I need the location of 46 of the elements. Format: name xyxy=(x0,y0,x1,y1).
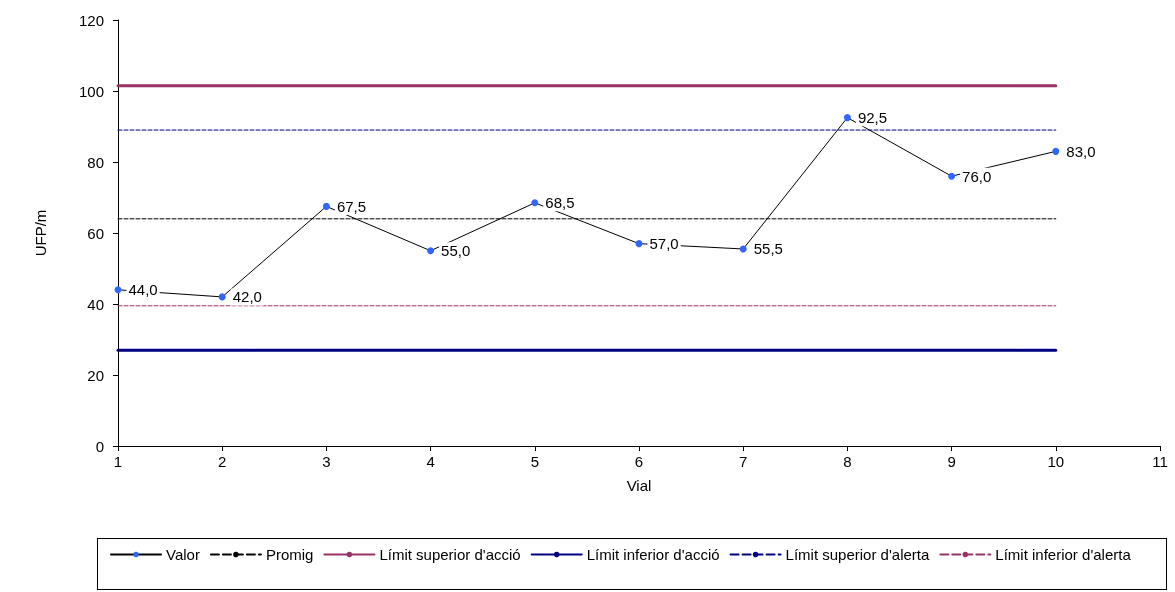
x-axis-title: Vial xyxy=(626,477,652,494)
data-label: 57,0 xyxy=(649,235,679,253)
data-label: 55,5 xyxy=(753,240,783,258)
y-tick-label: 20 xyxy=(87,366,104,384)
point xyxy=(218,293,226,301)
y-tick-label: 40 xyxy=(87,295,104,313)
data-label: 68,5 xyxy=(545,194,575,212)
data-label: 67,5 xyxy=(336,197,367,215)
point xyxy=(531,199,539,207)
legend-label: Límit superior d'alerta xyxy=(785,546,930,563)
x-tick-label: 6 xyxy=(634,453,644,470)
data-label: 44,0 xyxy=(128,281,158,299)
y-tick-label: 60 xyxy=(87,224,104,242)
x-tick-label: 8 xyxy=(843,453,852,470)
point xyxy=(635,240,643,248)
y-tick-label: 80 xyxy=(87,153,104,171)
y-axis-title: UFP/m xyxy=(32,209,49,257)
data-label: 83,0 xyxy=(1066,142,1096,160)
x-tick-label: 10 xyxy=(1047,453,1065,470)
x-tick-label: 1 xyxy=(113,453,123,470)
x-tick-label: 5 xyxy=(530,453,539,470)
data-label: 92,5 xyxy=(857,109,888,127)
legend-label: Límit inferior d'acció xyxy=(586,546,720,563)
point xyxy=(427,247,435,255)
data-label: 55,0 xyxy=(441,242,471,260)
point xyxy=(843,114,851,122)
point xyxy=(948,172,956,180)
x-tick-label: 2 xyxy=(218,453,227,470)
y-tick-label: 0 xyxy=(95,437,104,455)
x-tick-label: 7 xyxy=(739,453,748,470)
legend-label: Promig xyxy=(265,546,314,563)
y-tick-label: 100 xyxy=(78,82,104,100)
x-tick-label: 9 xyxy=(947,453,956,470)
x-tick-label: 4 xyxy=(426,453,435,470)
legend-label: Límit superior d'acció xyxy=(379,546,521,563)
point xyxy=(739,245,747,253)
x-tick-label: 11 xyxy=(1152,453,1168,470)
legend-label: Límit inferior d'alerta xyxy=(995,546,1132,563)
legend-label: Valor xyxy=(166,546,200,563)
x-tick-label: 3 xyxy=(322,453,331,470)
y-tick-label: 120 xyxy=(78,11,104,29)
point xyxy=(1052,147,1060,155)
data-label: 42,0 xyxy=(232,288,262,306)
point xyxy=(114,286,122,294)
point xyxy=(322,202,330,210)
data-label: 76,0 xyxy=(962,167,992,185)
